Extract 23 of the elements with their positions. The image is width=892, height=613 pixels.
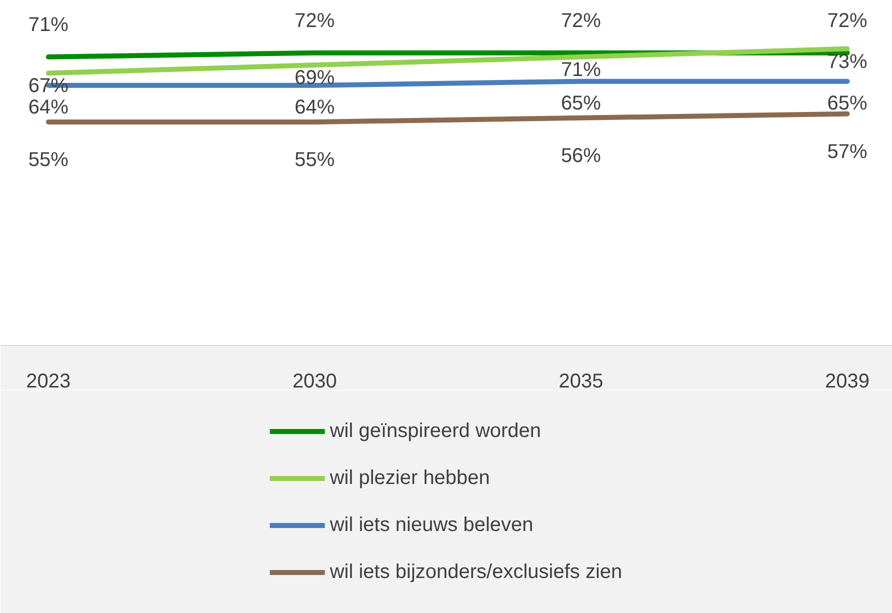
legend-label: wil geïnspireerd worden bbox=[330, 420, 542, 442]
data-label: 72% bbox=[560, 10, 602, 32]
data-label: 65% bbox=[827, 92, 868, 114]
legend-label: wil iets nieuws beleven bbox=[330, 514, 534, 536]
data-label: 55% bbox=[294, 148, 335, 171]
data-label: 64% bbox=[294, 96, 335, 118]
data-label: 65% bbox=[560, 92, 602, 114]
data-label: 55% bbox=[28, 148, 69, 171]
x-tick-label: 2035 bbox=[558, 370, 604, 392]
data-label: 72% bbox=[827, 10, 868, 32]
x-tick-label: 2039 bbox=[824, 370, 870, 392]
data-label: 56% bbox=[560, 144, 602, 167]
data-label: 67% bbox=[28, 75, 69, 98]
x-tick-label: 2030 bbox=[292, 370, 337, 392]
legend-label: wil plezier hebben bbox=[330, 466, 490, 490]
data-label: 64% bbox=[28, 96, 69, 118]
data-label: 72% bbox=[294, 10, 335, 32]
x-tick-label: 2023 bbox=[26, 370, 71, 392]
data-label: 73% bbox=[827, 50, 868, 73]
legend-label: wil iets bijzonders/exclusiefs zien bbox=[330, 560, 622, 584]
data-label: 57% bbox=[827, 140, 868, 163]
data-label: 71% bbox=[560, 58, 602, 81]
data-label: 71% bbox=[28, 14, 69, 36]
